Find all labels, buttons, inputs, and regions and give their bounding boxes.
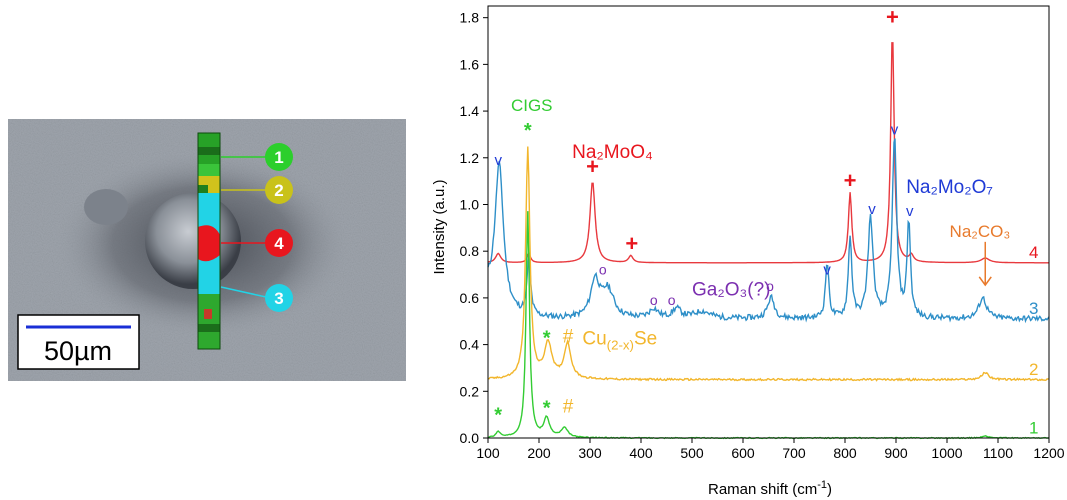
x-tick-label: 500 <box>680 445 704 461</box>
y-tick-label: 1.0 <box>460 196 480 212</box>
y-tick-label: 0.0 <box>460 430 480 446</box>
marker-2-label: 2 <box>274 181 283 200</box>
y-axis-label: Intensity (a.u.) <box>431 179 448 274</box>
x-tick-label: 1200 <box>1033 445 1064 461</box>
annotation: Cu(2-x)Se <box>582 329 657 353</box>
annotation: # <box>563 326 574 347</box>
marker-3: 3 <box>220 284 293 312</box>
annotation: Na₂Mo₂O₇ <box>906 177 993 198</box>
annotation: o <box>599 262 607 278</box>
annotation: v <box>494 152 502 169</box>
x-tick-label: 900 <box>884 445 908 461</box>
annotation: CIGS <box>511 96 553 115</box>
annotation: * <box>524 120 532 142</box>
annotation: Na₂CO₃ <box>950 222 1011 241</box>
x-tick-label: 100 <box>476 445 500 461</box>
x-tick-label: 700 <box>782 445 806 461</box>
annotation: o <box>650 292 658 308</box>
annotation: 3 <box>1029 299 1038 318</box>
series-4-line <box>487 42 1049 264</box>
optical-micrograph: 1 2 4 3 50µm <box>8 119 406 381</box>
x-tick-label: 300 <box>578 445 602 461</box>
annotation: * <box>543 328 551 350</box>
plot-frame <box>487 5 1050 439</box>
annotation: + <box>625 231 638 256</box>
marker-3-label: 3 <box>274 289 283 308</box>
y-tick-label: 0.2 <box>460 383 480 399</box>
annotation: Na₂MoO₄ <box>572 142 653 163</box>
annotation: v <box>823 262 831 279</box>
y-tick-label: 1.6 <box>460 56 480 72</box>
annotation: + <box>844 168 857 193</box>
annotation: 1 <box>1029 418 1038 437</box>
scale-bar: 50µm <box>17 314 140 370</box>
annotation: v <box>906 203 914 220</box>
x-axis-label: Raman shift (cm-1) <box>708 479 832 498</box>
y-tick-label: 1.4 <box>460 103 480 119</box>
marker-1: 1 <box>221 143 293 171</box>
series-3-line <box>487 138 1050 324</box>
na2co3-arrowhead <box>978 276 992 287</box>
annotation: * <box>543 398 551 420</box>
x-tick-label: 800 <box>833 445 857 461</box>
annotation: Ga₂O₃(?) <box>692 280 770 301</box>
annotation: 2 <box>1029 360 1038 379</box>
annotation: + <box>886 5 899 30</box>
marker-1-label: 1 <box>274 148 283 167</box>
marker-4: 4 <box>221 229 293 257</box>
x-tick-label: 600 <box>731 445 755 461</box>
annotation: 4 <box>1029 243 1038 262</box>
x-tick-label: 1000 <box>931 445 962 461</box>
y-tick-label: 0.8 <box>460 243 480 259</box>
y-tick-label: 0.4 <box>460 337 480 353</box>
x-tick-label: 400 <box>629 445 653 461</box>
series-2-line <box>487 146 1050 382</box>
y-tick-label: 0.6 <box>460 290 480 306</box>
micrograph-small-spot <box>84 189 128 225</box>
raman-map-strip <box>197 132 221 350</box>
annotation: + <box>586 154 599 179</box>
x-tick-label: 200 <box>527 445 551 461</box>
annotation: v <box>891 121 899 138</box>
annotation: o <box>766 278 774 294</box>
x-tick-label: 1100 <box>983 445 1013 461</box>
y-tick-label: 1.8 <box>460 10 480 26</box>
annotation: v <box>868 201 876 218</box>
annotation: o <box>668 292 676 308</box>
marker-4-label: 4 <box>274 234 284 253</box>
annotation: * <box>494 405 502 427</box>
marker-2: 2 <box>221 176 293 204</box>
annotation: # <box>563 396 574 417</box>
scale-bar-label: 50µm <box>44 336 112 366</box>
y-tick-label: 1.2 <box>460 150 480 166</box>
